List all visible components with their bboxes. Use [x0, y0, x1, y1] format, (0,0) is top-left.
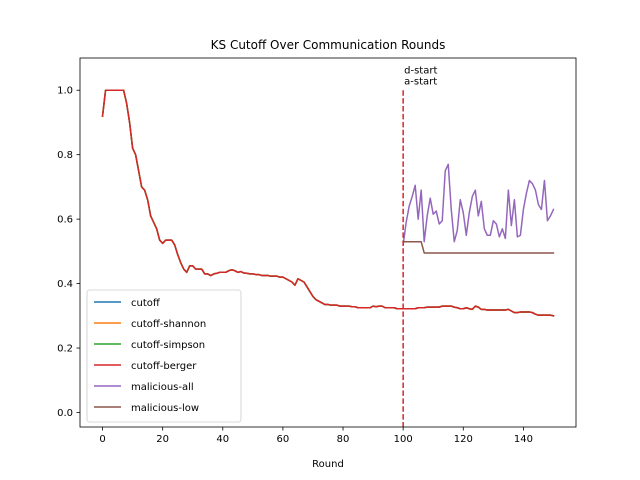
x-tick-label: 40: [216, 434, 229, 445]
legend-label-malicious-all: malicious-all: [131, 382, 194, 393]
y-axis-ticks: 0.0 0.2 0.4 0.6 0.8 1.0: [57, 86, 80, 419]
x-tick-label: 60: [277, 434, 290, 445]
series-line-malicious-low: [402, 240, 555, 254]
legend-box: [86, 289, 242, 423]
legend-label-malicious-low: malicious-low: [131, 403, 199, 414]
x-tick-label: 120: [454, 434, 473, 445]
annotation-a-start: a-start: [404, 77, 437, 88]
y-tick-label: 0.2: [57, 344, 73, 355]
x-tick-label: 20: [156, 434, 169, 445]
legend: cutoff cutoff-shannon cutoff-simpson cutoff…: [86, 289, 242, 423]
legend-label-cutoff-shannon: cutoff-shannon: [131, 319, 206, 330]
y-tick-label: 0.4: [57, 279, 73, 290]
chart-title: KS Cutoff Over Communication Rounds: [211, 38, 446, 52]
x-tick-label: 140: [514, 434, 533, 445]
y-tick-label: 1.0: [57, 86, 73, 97]
y-tick-label: 0.8: [57, 150, 73, 161]
legend-label-cutoff: cutoff: [131, 298, 161, 309]
y-tick-label: 0.0: [57, 408, 73, 419]
legend-label-cutoff-berger: cutoff-berger: [131, 361, 197, 372]
x-tick-label: 80: [337, 434, 350, 445]
y-tick-label: 0.6: [57, 215, 73, 226]
x-axis-label: Round: [312, 459, 344, 470]
annotation-d-start: d-start: [404, 65, 437, 76]
x-tick-label: 0: [99, 434, 105, 445]
x-axis-ticks: 0 20 40 60 80 100 120 140: [99, 427, 533, 445]
axes-frame: [79, 57, 577, 428]
series-line-cutoff-berger: [101, 89, 555, 317]
legend-label-cutoff-simpson: cutoff-simpson: [131, 340, 205, 351]
series-line-malicious-all: [402, 163, 555, 246]
x-tick-label: 100: [394, 434, 413, 445]
